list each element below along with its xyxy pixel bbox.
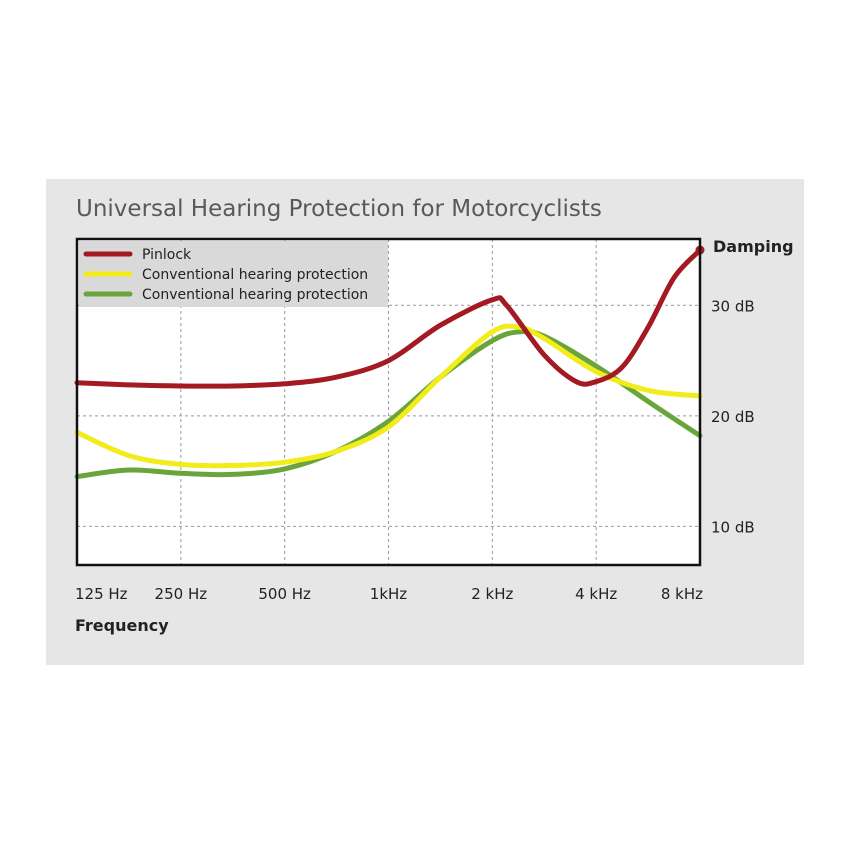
x-tick-label: 125 Hz	[75, 585, 128, 603]
y-tick-labels: 10 dB 20 dB 30 dB	[711, 297, 755, 536]
x-tick-label: 250 Hz	[155, 585, 208, 603]
legend-item-pinlock-label: Pinlock	[142, 247, 192, 263]
x-tick-label: 4 kHz	[575, 585, 617, 603]
legend: Pinlock Conventional hearing protection Co…	[83, 247, 368, 303]
pinlock-line	[74, 247, 703, 389]
x-tick-label: 500 Hz	[258, 585, 311, 603]
series-group	[74, 245, 705, 480]
y-axis-title: Damping	[713, 237, 794, 256]
legend-item-conventional-green-label: Conventional hearing protection	[142, 287, 368, 303]
y-tick-label: 30 dB	[711, 297, 755, 315]
x-tick-label: 2 kHz	[471, 585, 513, 603]
x-tick-label: 8 kHz	[661, 585, 703, 603]
y-tick-label: 20 dB	[711, 408, 755, 426]
x-axis-title: Frequency	[75, 616, 169, 635]
conventional-protection-yellow-line	[74, 323, 703, 469]
conventional-protection-green-line	[74, 328, 703, 480]
plot-frame	[75, 237, 702, 567]
chart-title: Universal Hearing Protection for Motorcy…	[76, 196, 602, 222]
x-tick-label: 1kHz	[370, 585, 408, 603]
x-tick-labels: 125 Hz 250 Hz 500 Hz 1kHz 2 kHz 4 kHz 8 kHz	[75, 585, 703, 603]
legend-item-conventional-yellow-label: Conventional hearing protection	[142, 267, 368, 283]
y-tick-label: 10 dB	[711, 518, 755, 536]
